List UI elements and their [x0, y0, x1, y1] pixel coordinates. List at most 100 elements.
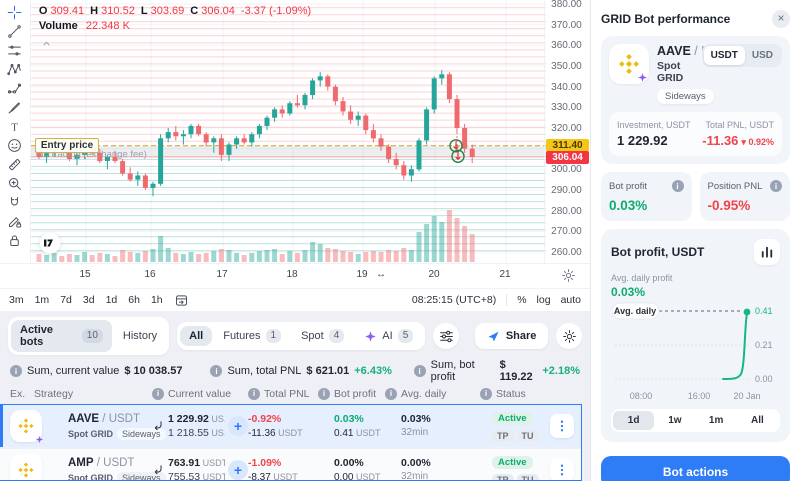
info-icon[interactable]: i — [385, 387, 397, 400]
add-funds-button[interactable]: + — [228, 416, 248, 436]
filter-spot[interactable]: Spot 4 — [292, 325, 353, 347]
info-icon[interactable]: i — [770, 180, 782, 192]
tool-drawing-lock[interactable] — [4, 214, 26, 233]
legend-collapse-chevron-icon[interactable] — [41, 36, 52, 54]
filter-settings-button[interactable] — [433, 323, 459, 349]
strategy-type: Spot GRID — [68, 428, 113, 439]
period-all[interactable]: All — [750, 415, 764, 426]
chart-type-button[interactable] — [754, 239, 780, 265]
period-1m[interactable]: 1m — [708, 415, 724, 426]
pair-base: AAVE — [68, 412, 100, 425]
tab-active-bots[interactable]: Active bots 10 — [11, 320, 112, 352]
timeframe-1d[interactable]: 1d — [105, 294, 118, 306]
bot-actions-button[interactable]: Bot actions — [601, 456, 790, 481]
total-pnl-block: Total PNL, USDT -11.36 ▾ 0.92% — [702, 120, 774, 148]
close-icon[interactable]: × — [772, 10, 790, 28]
volume-value: 22.348 K — [85, 20, 130, 32]
share-button[interactable]: Share — [474, 323, 549, 349]
svg-text:T: T — [12, 121, 19, 133]
sum-item: i Sum, bot profit $ 119.22 +2.18% — [413, 359, 580, 383]
time-axis-label[interactable]: 21 — [499, 269, 511, 280]
time-axis-gear-icon[interactable] — [561, 268, 576, 286]
toggle-usdt[interactable]: USDT — [703, 46, 745, 65]
chart-area[interactable]: O 309.41 H 310.52 L 303.69 C 306.04 -3.37 (-… — [30, 0, 546, 263]
row-menu-button[interactable] — [550, 414, 574, 438]
candlestick-chart[interactable] — [30, 0, 546, 263]
filter-all[interactable]: All — [180, 326, 213, 346]
ohlc-change: -3.37 (-1.09%) — [240, 5, 312, 17]
unit: USDT — [270, 471, 298, 481]
tool-parallel-lines[interactable] — [4, 43, 26, 62]
unit: US... — [211, 414, 225, 424]
filter-ai[interactable]: AI 5 — [355, 325, 422, 347]
svg-text:08:00: 08:00 — [630, 391, 653, 401]
bot-row-amp[interactable]: AMP / USDT Spot GRID Sideways 763.91 USDT 75… — [0, 449, 581, 481]
pair-base: AMP — [68, 456, 94, 469]
info-icon[interactable]: i — [210, 365, 223, 377]
price-axis[interactable]: 380.00 370.00 360.00 350.00 340.00 330.00 320.… — [544, 0, 590, 263]
tab-history[interactable]: History — [114, 326, 166, 346]
tool-zoom-in[interactable] — [4, 176, 26, 195]
forecast-icon — [7, 81, 22, 101]
info-icon[interactable]: i — [10, 365, 22, 377]
tool-magnet[interactable] — [4, 195, 26, 214]
tool-brush[interactable] — [4, 100, 26, 119]
drawing-toolbar: T — [0, 0, 31, 263]
period-1d[interactable]: 1d — [613, 411, 655, 430]
go-to-date-icon[interactable] — [174, 293, 189, 308]
period-1w[interactable]: 1w — [668, 415, 682, 426]
strategy-tag: Sideways — [117, 427, 166, 440]
timeframe-1m[interactable]: 1m — [34, 294, 50, 306]
timeframe-3m[interactable]: 3m — [9, 294, 24, 306]
tool-text-tool[interactable]: T — [4, 119, 26, 138]
info-icon[interactable]: i — [671, 180, 684, 192]
current-value-cell: 763.91 USDT 755.53 USDT + — [152, 456, 248, 480]
time-axis-label[interactable]: 17 — [216, 269, 228, 280]
tradingview-logo-icon[interactable] — [39, 232, 61, 259]
row-menu-button[interactable] — [550, 458, 574, 480]
info-icon[interactable]: i — [318, 387, 330, 400]
filter-futures[interactable]: Futures 1 — [214, 325, 290, 347]
time-axis-label[interactable]: 18 — [286, 269, 298, 280]
time-axis-label[interactable]: 19 — [356, 269, 368, 280]
info-icon[interactable]: i — [248, 387, 260, 400]
info-icon[interactable]: i — [480, 387, 492, 400]
svg-text:Avg. daily: Avg. daily — [614, 306, 656, 316]
tool-xabcd-pattern[interactable] — [4, 62, 26, 81]
timeframe-3d[interactable]: 3d — [82, 294, 95, 306]
tool-ruler[interactable] — [4, 157, 26, 176]
clock-display[interactable]: 08:25:15 (UTC+8) — [411, 294, 497, 306]
timeframe-6h[interactable]: 6h — [128, 294, 140, 306]
tool-crosshair[interactable] — [4, 5, 26, 24]
time-axis[interactable]: 15 16 17 18 19 ↔ 20 21 — [0, 263, 590, 288]
tool-emoji[interactable] — [4, 138, 26, 157]
timeframe-1h[interactable]: 1h — [150, 294, 163, 306]
scale-percent-button[interactable]: % — [517, 294, 527, 306]
status-flags: TP TU — [492, 470, 550, 480]
timeframe-7d[interactable]: 7d — [60, 294, 72, 306]
toggle-usd[interactable]: USD — [751, 50, 773, 61]
bots-tabs: Active bots 10 History — [8, 317, 170, 355]
time-axis-label[interactable]: 16 — [144, 269, 156, 280]
sum-change: +2.18% — [542, 365, 580, 377]
bot-profit-value: 0.41 USDT — [334, 426, 385, 441]
filter-count-badge: 1 — [265, 329, 282, 343]
scale-log-button[interactable]: log — [536, 294, 551, 306]
scale-auto-button[interactable]: auto — [560, 294, 581, 306]
panel-settings-gear-icon[interactable] — [556, 323, 583, 349]
column-label: Current value — [168, 387, 232, 400]
info-icon[interactable]: i — [413, 365, 426, 377]
time-axis-label[interactable]: 20 — [428, 269, 440, 280]
value: -11.36 — [248, 427, 276, 439]
tu-badge: TU — [516, 430, 539, 442]
add-funds-button[interactable]: + — [228, 460, 248, 480]
tool-forecast[interactable] — [4, 81, 26, 100]
time-axis-label[interactable]: 15 — [79, 269, 91, 280]
tool-lock[interactable] — [4, 233, 26, 252]
info-icon[interactable]: i — [152, 387, 164, 400]
bot-profit-label: Bot profit — [609, 180, 648, 192]
tool-trend-line[interactable] — [4, 24, 26, 43]
tp-badge: TP — [492, 474, 514, 480]
